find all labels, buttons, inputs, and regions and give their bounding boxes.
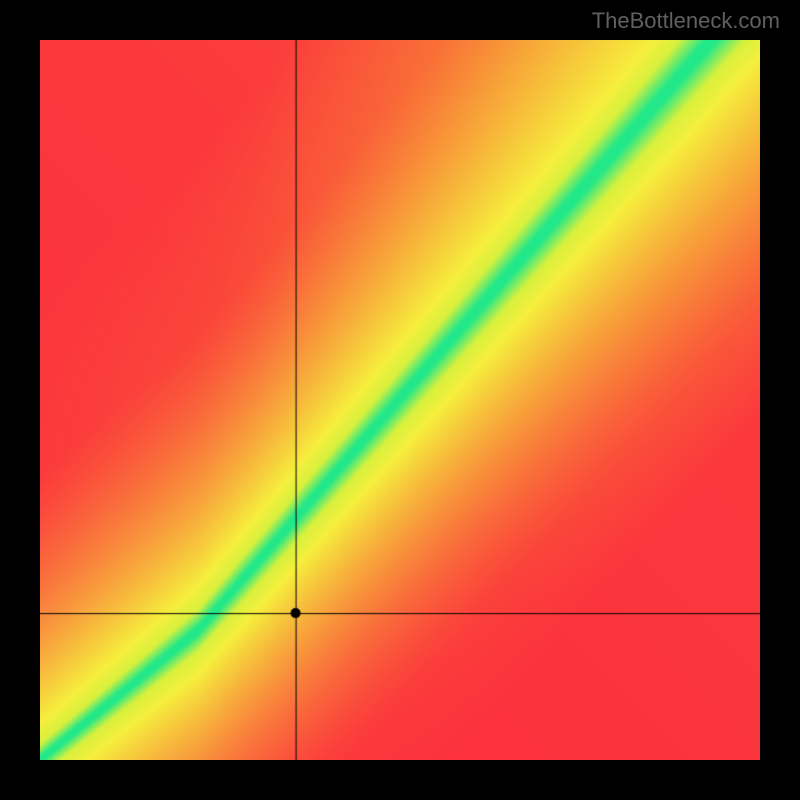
heatmap-canvas bbox=[40, 40, 760, 760]
watermark-text: TheBottleneck.com bbox=[592, 8, 780, 34]
chart-container: TheBottleneck.com bbox=[0, 0, 800, 800]
plot-area bbox=[40, 40, 760, 760]
